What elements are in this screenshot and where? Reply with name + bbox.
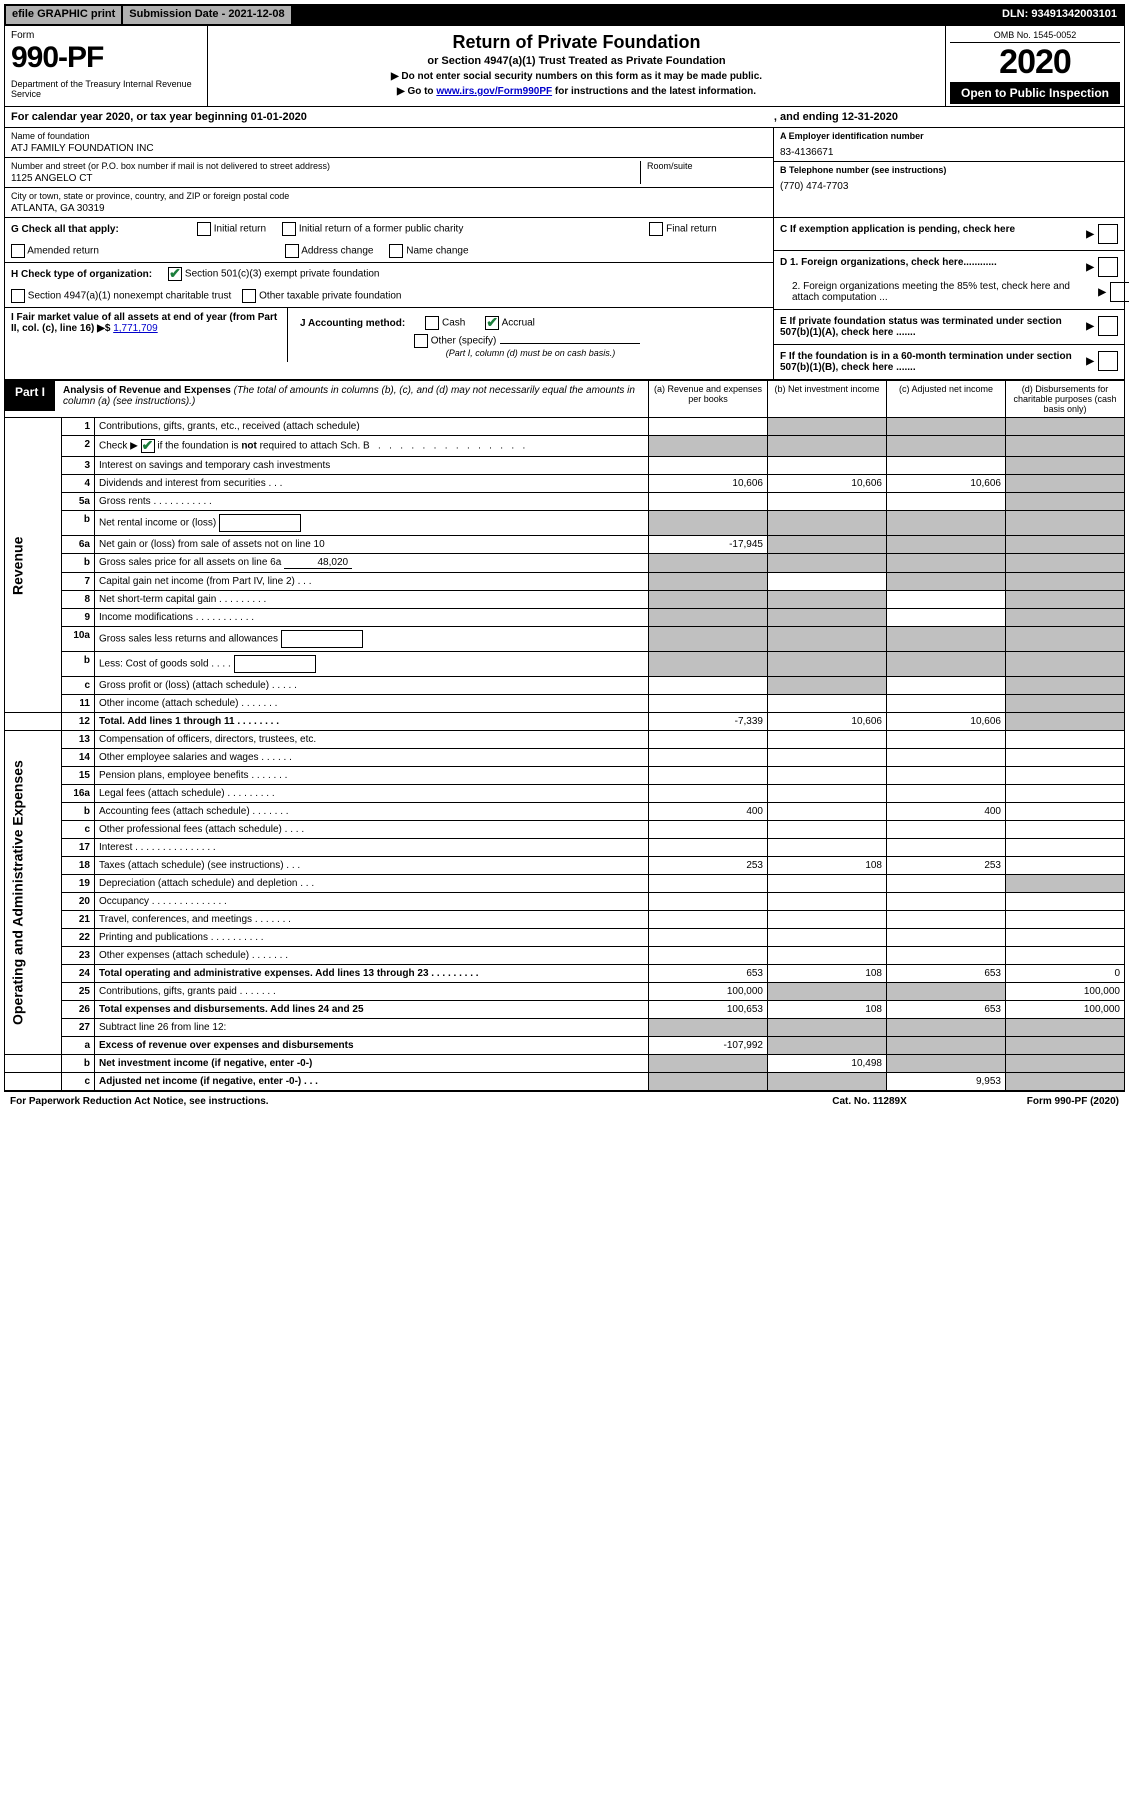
footer: For Paperwork Reduction Act Notice, see … [4, 1091, 1125, 1111]
j-cell: J Accounting method: Cash Accrual Other … [288, 308, 773, 362]
form-number: 990-PF [11, 41, 201, 75]
accrual-checkbox[interactable] [485, 316, 499, 330]
other-taxable-checkbox[interactable] [242, 289, 256, 303]
lower-right: C If exemption application is pending, c… [773, 218, 1124, 379]
gross-sales-value: 48,020 [284, 557, 352, 569]
e-item: E If private foundation status was termi… [774, 310, 1124, 345]
revenue-label: Revenue [5, 418, 62, 713]
initial-former-checkbox[interactable] [282, 222, 296, 236]
phone-value: (770) 474-7703 [780, 181, 1118, 192]
main-table: Part I Analysis of Revenue and Expenses … [4, 380, 1125, 1091]
4947a1-checkbox[interactable] [11, 289, 25, 303]
d2-checkbox[interactable] [1110, 282, 1129, 302]
final-return-checkbox[interactable] [649, 222, 663, 236]
other-method-checkbox[interactable] [414, 334, 428, 348]
i-j-row: I Fair market value of all assets at end… [5, 308, 773, 362]
omb-number: OMB No. 1545-0052 [950, 28, 1120, 43]
part1-header: Part I Analysis of Revenue and Expenses … [5, 381, 648, 411]
info-left: Name of foundation ATJ FAMILY FOUNDATION… [5, 128, 773, 217]
instruction-1: ▶ Do not enter social security numbers o… [216, 71, 937, 82]
info-grid: Name of foundation ATJ FAMILY FOUNDATION… [4, 128, 1125, 218]
g-row: G Check all that apply: Initial return I… [5, 218, 773, 263]
f-checkbox[interactable] [1098, 351, 1118, 371]
dept: Department of the Treasury Internal Reve… [11, 79, 201, 99]
ein-cell: A Employer identification number 83-4136… [774, 128, 1124, 162]
header-left: Form 990-PF Department of the Treasury I… [5, 26, 208, 106]
initial-return-checkbox[interactable] [197, 222, 211, 236]
foundation-address: 1125 ANGELO CT [11, 173, 640, 184]
lower-left: G Check all that apply: Initial return I… [5, 218, 773, 379]
501c3-checkbox[interactable] [168, 267, 182, 281]
form-title: Return of Private Foundation [216, 32, 937, 53]
submission-date: Submission Date - 2021-12-08 [123, 6, 290, 24]
header-center: Return of Private Foundation or Section … [208, 26, 945, 106]
foundation-name: ATJ FAMILY FOUNDATION INC [11, 143, 767, 154]
col-d: (d) Disbursements for charitable purpose… [1006, 381, 1125, 418]
form-label: Form [11, 30, 201, 41]
dln: DLN: 93491342003101 [996, 6, 1123, 24]
open-public-badge: Open to Public Inspection [950, 82, 1120, 104]
lower-grid: G Check all that apply: Initial return I… [4, 218, 1125, 380]
e-checkbox[interactable] [1098, 316, 1118, 336]
info-right: A Employer identification number 83-4136… [773, 128, 1124, 217]
taxyear-start: For calendar year 2020, or tax year begi… [11, 111, 307, 123]
foundation-name-cell: Name of foundation ATJ FAMILY FOUNDATION… [5, 128, 773, 158]
footer-left: For Paperwork Reduction Act Notice, see … [10, 1096, 269, 1107]
col-b: (b) Net investment income [768, 381, 887, 418]
cash-checkbox[interactable] [425, 316, 439, 330]
ein-value: 83-4136671 [780, 147, 1118, 158]
footer-right: Form 990-PF (2020) [1027, 1096, 1119, 1107]
c-checkbox[interactable] [1098, 224, 1118, 244]
col-a: (a) Revenue and expenses per books [649, 381, 768, 418]
form-subtitle: or Section 4947(a)(1) Trust Treated as P… [216, 55, 937, 67]
tax-year: 2020 [950, 43, 1120, 82]
d1-checkbox[interactable] [1098, 257, 1118, 277]
address-change-checkbox[interactable] [285, 244, 299, 258]
footer-mid: Cat. No. 11289X [832, 1096, 906, 1107]
room-label: Room/suite [647, 161, 767, 171]
instruction-2: ▶ Go to www.irs.gov/Form990PF for instru… [216, 86, 937, 97]
tax-year-row: For calendar year 2020, or tax year begi… [4, 107, 1125, 128]
efile-badge: efile GRAPHIC print [6, 6, 121, 24]
f-item: F If the foundation is in a 60-month ter… [774, 345, 1124, 379]
part1-tab: Part I [5, 381, 55, 411]
phone-cell: B Telephone number (see instructions) (7… [774, 162, 1124, 195]
topbar: efile GRAPHIC print Submission Date - 20… [4, 4, 1125, 26]
address-cell: Number and street (or P.O. box number if… [5, 158, 773, 188]
foundation-city: ATLANTA, GA 30319 [11, 203, 767, 214]
col-c: (c) Adjusted net income [887, 381, 1006, 418]
name-change-checkbox[interactable] [389, 244, 403, 258]
city-cell: City or town, state or province, country… [5, 188, 773, 217]
form-link[interactable]: www.irs.gov/Form990PF [436, 86, 552, 97]
i-cell: I Fair market value of all assets at end… [5, 308, 288, 362]
amended-return-checkbox[interactable] [11, 244, 25, 258]
expenses-label: Operating and Administrative Expenses [5, 731, 62, 1055]
form-header: Form 990-PF Department of the Treasury I… [4, 26, 1125, 107]
fmv-value[interactable]: 1,771,709 [113, 323, 158, 334]
header-right: OMB No. 1545-0052 2020 Open to Public In… [945, 26, 1124, 106]
h-row: H Check type of organization: Section 50… [5, 263, 773, 308]
taxyear-end: , and ending 12-31-2020 [774, 111, 898, 123]
d-item: D 1. Foreign organizations, check here..… [774, 251, 1124, 310]
c-item: C If exemption application is pending, c… [774, 218, 1124, 251]
schb-checkbox[interactable] [141, 439, 155, 453]
